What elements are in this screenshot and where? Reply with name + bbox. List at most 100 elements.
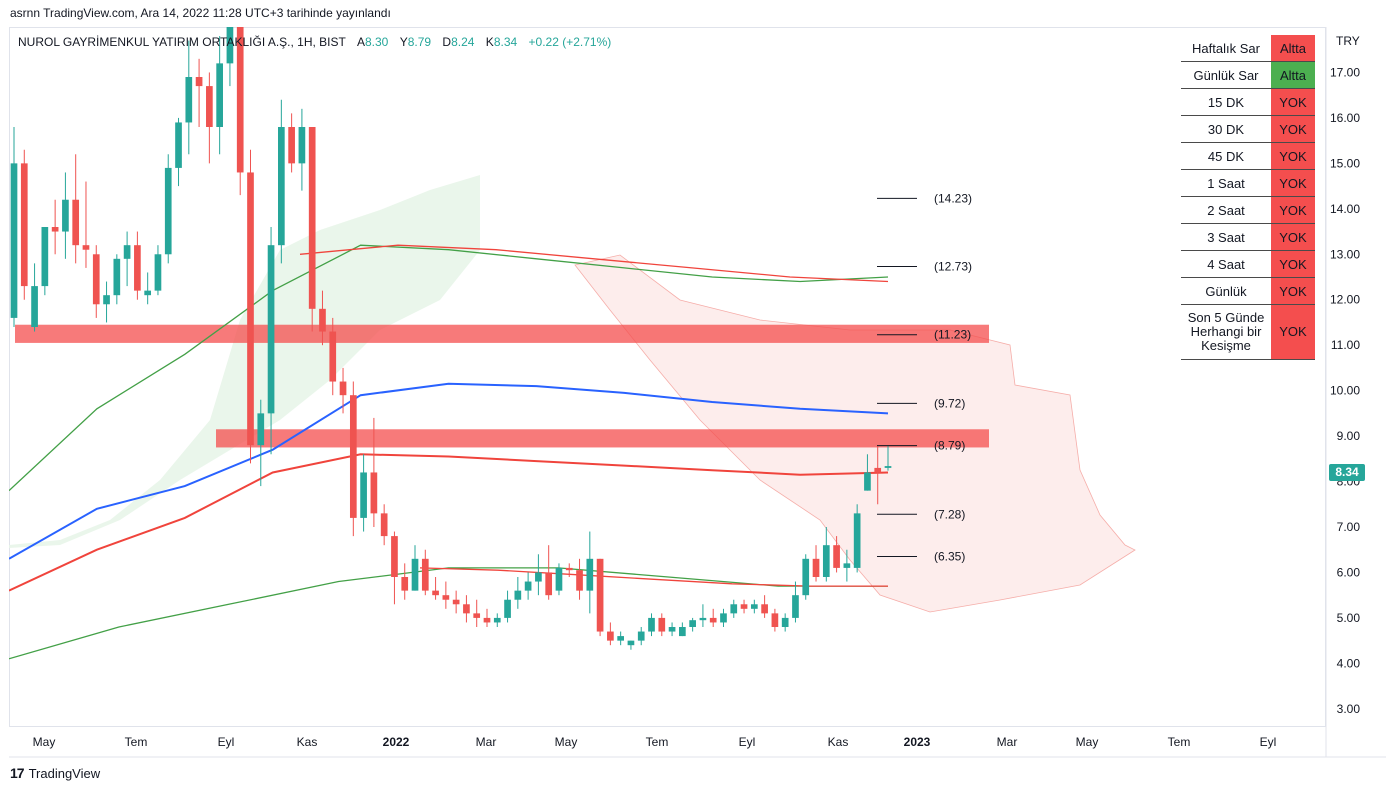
candle-body (648, 617, 655, 632)
candle-body (380, 513, 388, 537)
y-tick-label: 4.00 (1337, 656, 1361, 670)
y-tick-label: 17.00 (1330, 65, 1360, 79)
signal-row: 1 Saat YOK (1181, 169, 1315, 197)
moving-average-line (299, 244, 889, 283)
signal-row: 3 Saat YOK (1181, 223, 1315, 251)
candle-body (360, 472, 367, 518)
resistance-zone (15, 324, 989, 343)
tradingview-logo-icon: 17 (10, 765, 25, 781)
candle-body (555, 567, 563, 591)
candle-body (113, 258, 121, 296)
signal-label: 45 DK (1181, 142, 1271, 170)
last-price-label: 8.34 (1329, 464, 1365, 481)
candle-body (750, 604, 758, 609)
candle-body (92, 254, 100, 305)
symbol-legend: NUROL GAYRİMENKUL YATIRIM ORTAKLIĞI A.Ş.… (18, 35, 611, 49)
x-tick-label: Mar (997, 735, 1018, 749)
signal-label: 30 DK (1181, 115, 1271, 143)
level-label: (9.72) (934, 396, 965, 410)
candle-body (493, 617, 501, 623)
candle-body (277, 127, 285, 246)
signal-table: Haftalık Sar Altta Günlük Sar Altta 15 DK YOK… (1181, 35, 1315, 360)
x-tick-label: Kas (297, 735, 318, 749)
candle-body (339, 381, 347, 396)
x-tick-label: May (1076, 735, 1099, 749)
open-value: 8.30 (365, 35, 389, 49)
candle-body (226, 27, 234, 64)
close-value: 8.34 (493, 35, 518, 49)
currency-label: TRY (1336, 34, 1360, 48)
signal-label: Haftalık Sar (1181, 35, 1271, 62)
x-tick-label: Eyl (1260, 735, 1277, 749)
candle-body (822, 545, 830, 577)
candle-body (576, 570, 583, 591)
candle-body (679, 627, 686, 637)
signal-value: YOK (1271, 277, 1315, 305)
y-tick-label: 13.00 (1330, 247, 1360, 261)
signal-label: 15 DK (1181, 88, 1271, 116)
candle-body (442, 595, 450, 600)
signal-value: YOK (1271, 196, 1315, 224)
candle-body (740, 604, 748, 609)
x-tick-label: Tem (1168, 735, 1191, 749)
candle-body (473, 613, 481, 618)
candle-body (720, 613, 727, 623)
candle-body (771, 613, 779, 627)
candle-body (658, 617, 666, 632)
candle-body (833, 545, 840, 568)
open-label: A (356, 35, 365, 49)
candle-body (545, 572, 553, 596)
level-label: (11.23) (934, 328, 971, 342)
candle-body (31, 286, 38, 327)
candle-body (874, 467, 882, 473)
candle-body (267, 245, 275, 414)
candle-body (154, 254, 162, 291)
moving-average-line (9, 244, 889, 492)
y-tick-label: 15.00 (1330, 156, 1360, 170)
signal-row: 4 Saat YOK (1181, 250, 1315, 278)
symbol-name: NUROL GAYRİMENKUL YATIRIM ORTAKLIĞI A.Ş.… (18, 35, 346, 49)
x-tick-label: 2022 (383, 735, 410, 749)
y-tick-label: 12.00 (1330, 293, 1360, 307)
signal-row: Haftalık Sar Altta (1181, 35, 1315, 62)
candle-body (349, 395, 357, 518)
candle-body (802, 558, 810, 596)
x-tick-label: May (33, 735, 56, 749)
published-info: asrnn TradingView.com, Ara 14, 2022 11:2… (10, 6, 391, 20)
candle-body (853, 513, 861, 568)
candle-body (175, 122, 182, 168)
candle-body (257, 413, 265, 446)
signal-value: YOK (1271, 169, 1315, 197)
signal-value: YOK (1271, 88, 1315, 116)
candle-body (463, 604, 470, 614)
y-tick-label: 3.00 (1337, 702, 1361, 716)
signal-row: 45 DK YOK (1181, 142, 1315, 170)
level-label: (8.79) (934, 439, 965, 453)
signal-value: YOK (1271, 115, 1315, 143)
footer-brand[interactable]: 17 TradingView (10, 765, 100, 781)
candle-body (319, 308, 326, 332)
y-tick-label: 6.00 (1337, 565, 1361, 579)
candle-body (535, 572, 542, 582)
candle-body (504, 599, 511, 618)
candle-body (103, 295, 110, 305)
level-label: (7.28) (934, 507, 965, 521)
signal-label: 4 Saat (1181, 250, 1271, 278)
plot-area (9, 27, 1136, 660)
x-tick-label: Eyl (739, 735, 756, 749)
candle-body (421, 558, 429, 591)
candle-body (216, 63, 223, 127)
candle-body (62, 199, 69, 232)
signal-value: YOK (1271, 250, 1315, 278)
candle-body (483, 617, 491, 623)
signal-row: 30 DK YOK (1181, 115, 1315, 143)
signal-row: 15 DK YOK (1181, 88, 1315, 116)
signal-label: Günlük Sar (1181, 61, 1271, 89)
signal-row: Son 5 Günde Herhangi bir Kesişme YOK (1181, 304, 1315, 360)
candle-body (884, 466, 892, 468)
candle-body (524, 581, 532, 591)
close-label: K (485, 35, 494, 49)
candle-body (308, 127, 316, 309)
candle-body (185, 77, 193, 123)
